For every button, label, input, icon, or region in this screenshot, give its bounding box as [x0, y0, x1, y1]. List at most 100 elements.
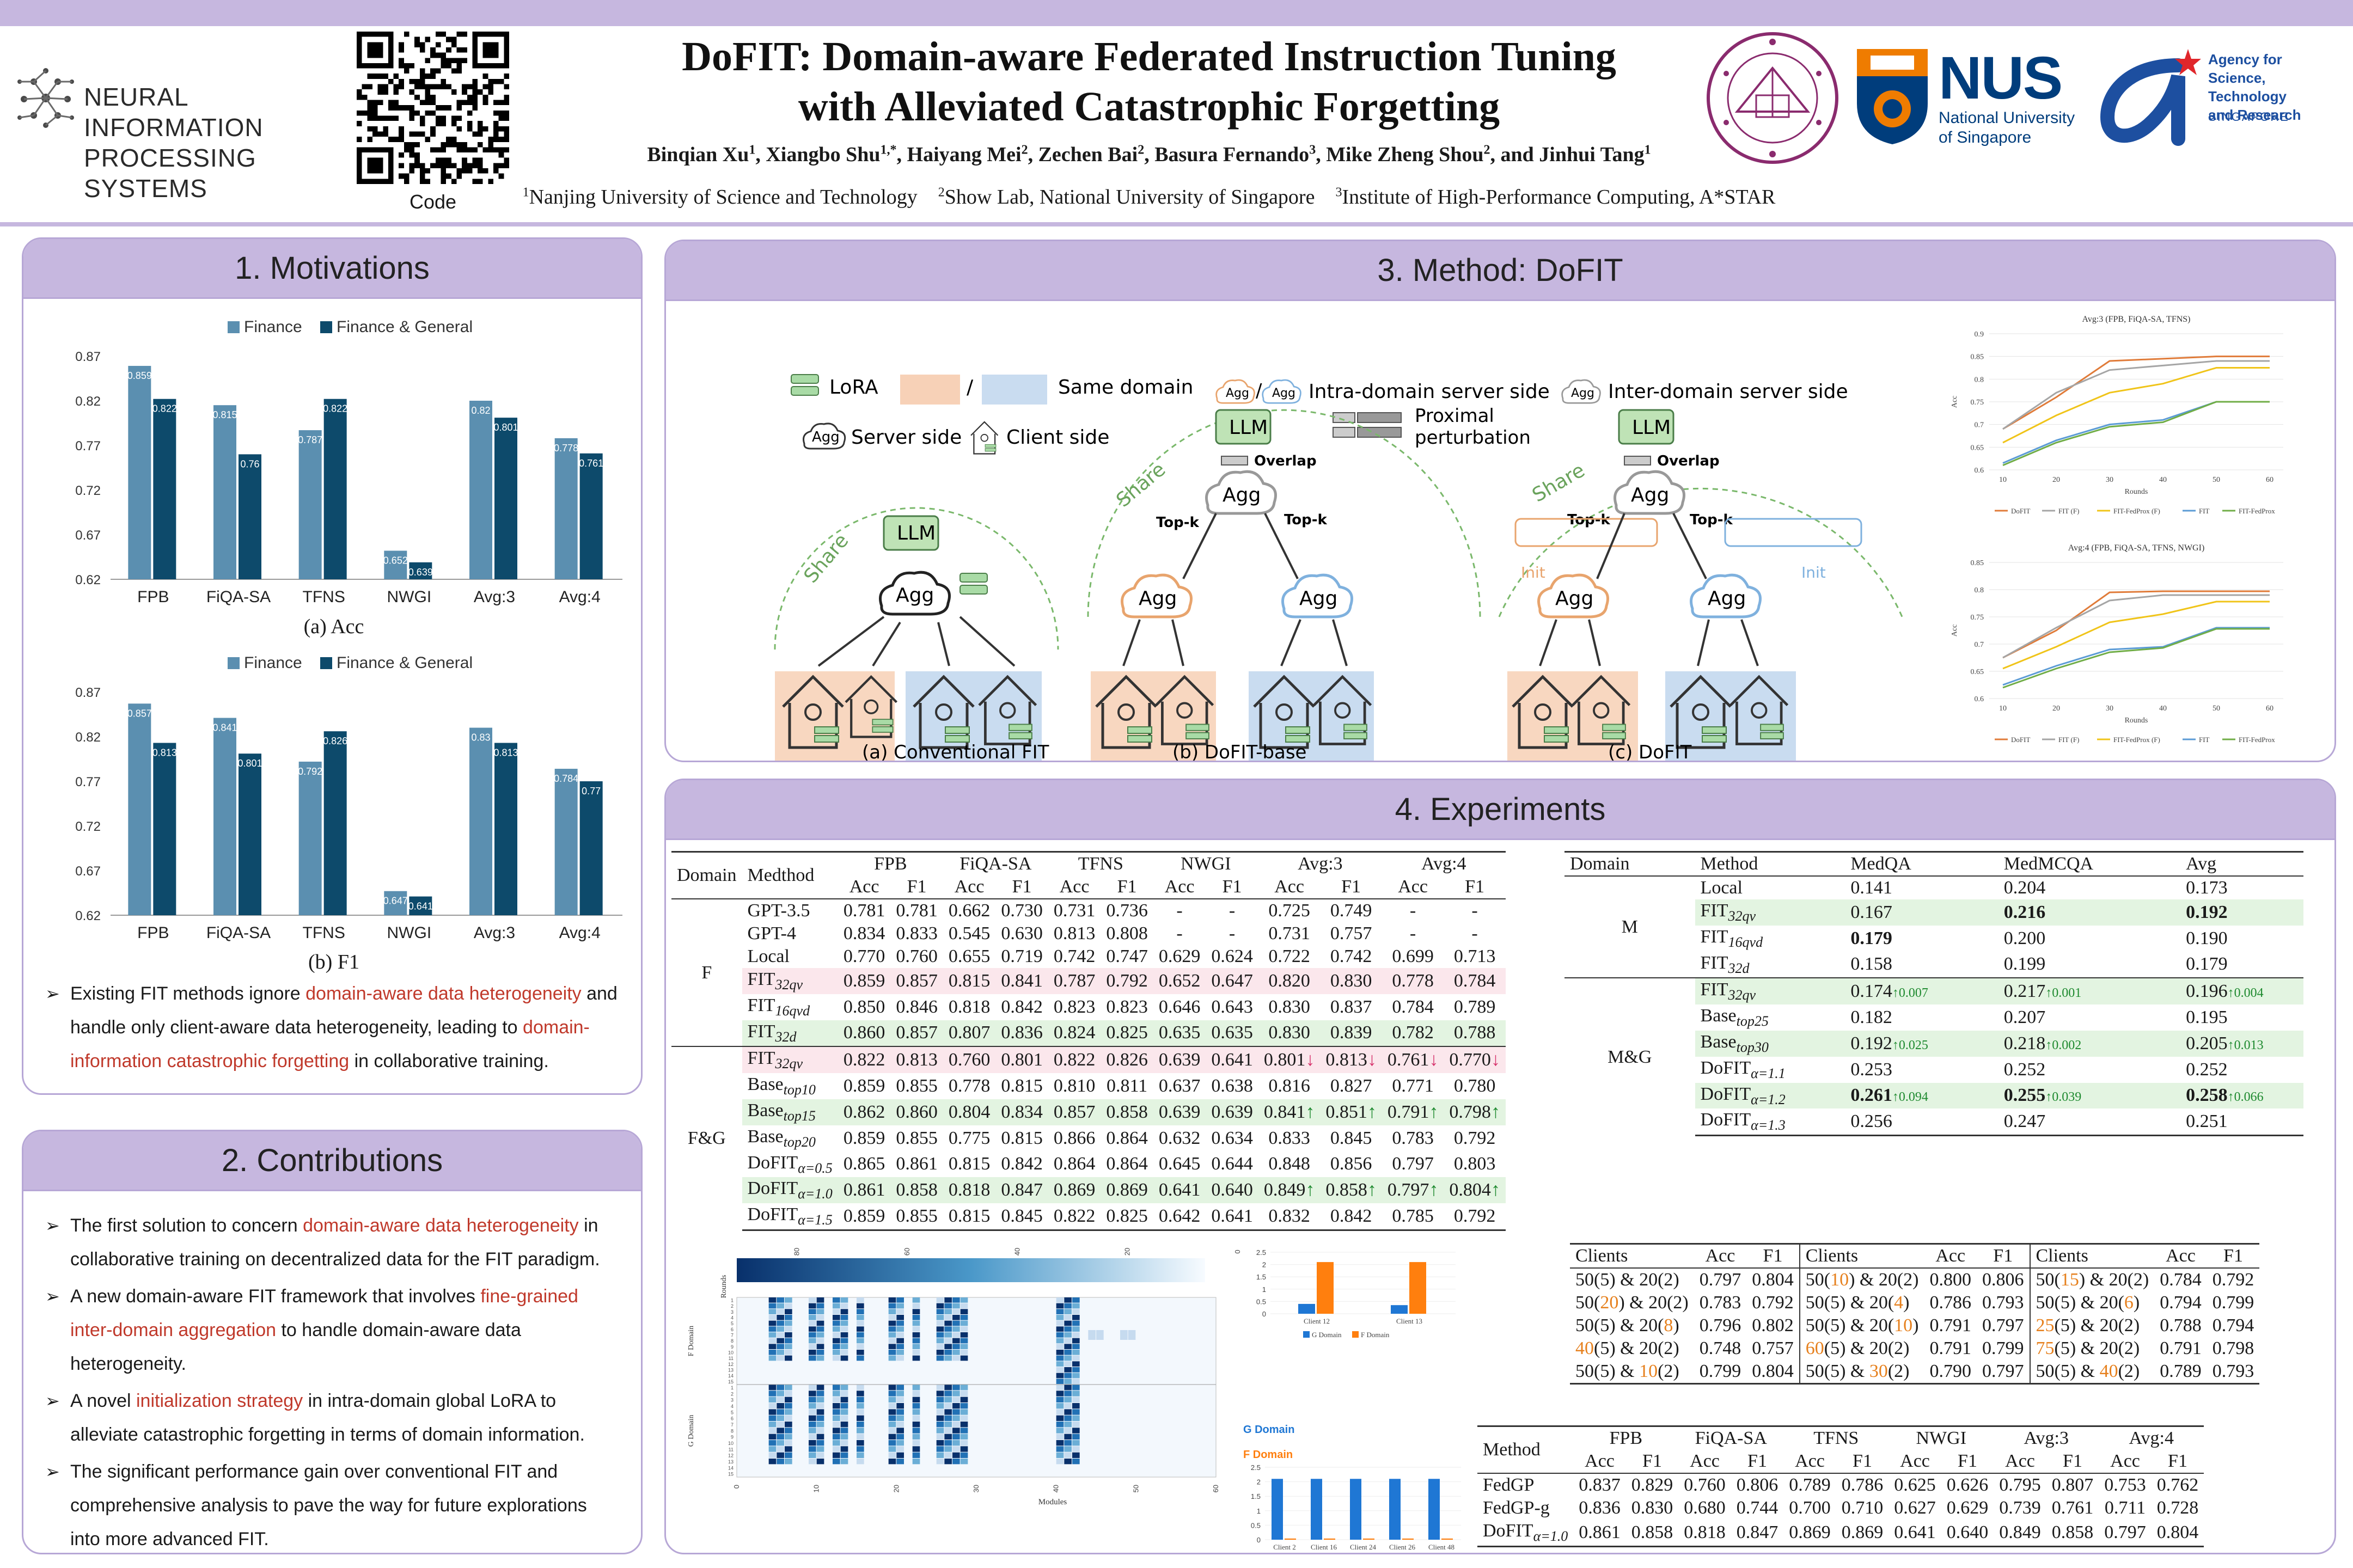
bar-value-label: 0.82: [471, 405, 490, 416]
heatmap-cell: [840, 1350, 848, 1355]
legend-swatch: [1303, 1331, 1310, 1338]
varied-count: 15: [2060, 1270, 2079, 1290]
method-subscript: 32d: [1728, 960, 1750, 976]
heatmap-cell: [1072, 1415, 1080, 1421]
series-line-fit-f-: [2002, 594, 2270, 659]
x-tick-label: 60: [1212, 1485, 1220, 1492]
bar-nwgi-fg: [409, 896, 432, 915]
value-cell: 0.801: [995, 1046, 1048, 1074]
bar-avg3-f: [469, 727, 492, 915]
heatmap-cell: [768, 1344, 777, 1349]
value-cell: 0.641: [1153, 1177, 1206, 1204]
row-tick: 7: [731, 1422, 734, 1428]
value-cell: 0.842: [1001, 996, 1043, 1017]
heatmap-cell: [785, 1459, 792, 1465]
value-cell: 0.815: [1001, 1076, 1043, 1097]
heatmap-cell: [912, 1355, 920, 1361]
heatmap-cell: [857, 1415, 864, 1421]
gain-label: ↑0.066: [2227, 1090, 2264, 1105]
sub-column-header: Acc: [1059, 877, 1090, 897]
heatmap-cell: [857, 1303, 864, 1309]
heatmap-cell: [816, 1350, 824, 1355]
heatmap-cell: [888, 1344, 896, 1349]
heatmap-cell: [936, 1415, 944, 1421]
value-cell: 0.810: [1053, 1076, 1096, 1097]
qr-code-icon[interactable]: [357, 32, 509, 184]
table-row: GPT-4 0.834 0.833 0.545 0.630 0.813 0.808 - - 0.7…: [671, 922, 1506, 945]
clients-text: ) & 20(2): [1849, 1270, 1919, 1290]
cell-value: 0.798: [1449, 1101, 1491, 1122]
heatmap-cell: [816, 1309, 824, 1314]
method-name: FIT: [747, 995, 775, 1015]
table-row: 40(5) & 20(2) 0.748 0.757 60(5) & 20(2) 0.79…: [1570, 1337, 2259, 1360]
heatmap-cell: [777, 1326, 784, 1332]
heatmap-cell: [960, 1338, 968, 1344]
table-header-row: Domain Method MedQA MedMCQA Avg: [1564, 851, 2304, 876]
legend-house-icon: [970, 421, 999, 455]
author-list: Binqian Xu1, Xiangbo Shu1,*, Haiyang Mei…: [647, 143, 1651, 166]
value-cell: 0.825: [1101, 1020, 1153, 1047]
heatmap-cell: [1064, 1446, 1072, 1452]
heatmap-cell: [1088, 1330, 1096, 1340]
heatmap-cell: [1064, 1297, 1072, 1303]
heatmap-cell: [840, 1391, 848, 1396]
row-tick: 6: [731, 1327, 734, 1332]
y-tick-label: 0.7: [1975, 421, 1984, 430]
value-cell: 0.200: [1998, 926, 2180, 952]
clients-text: (2): [1658, 1361, 1679, 1381]
fedgp-comparison-table: Method FPB FiQA-SA TFNS NWGI Avg:3 Avg:4 Acc F1 A…: [1477, 1425, 2204, 1547]
y-tick-label: 0.75: [1971, 614, 1984, 622]
column-group-header: NWGI: [1888, 1425, 1994, 1450]
heatmap-cell: [936, 1350, 944, 1355]
heatmap-cell: [1056, 1338, 1064, 1344]
value-cell: 0.638: [1211, 1076, 1253, 1097]
heatmap-cell: [785, 1428, 792, 1434]
heatmap-cell: [1064, 1396, 1072, 1402]
rounds-axis-label: Rounds: [720, 1275, 728, 1298]
x-tick-label: 60: [2266, 476, 2273, 484]
contributions-panel: 2. Contributions The first solution to c…: [22, 1130, 643, 1554]
table-row: F&G FIT32qv 0.822 0.813 0.760 0.801 0.822 0.826…: [671, 1046, 1506, 1230]
method-subscript: α=1.2: [1751, 1091, 1786, 1107]
agg-label-b: Agg: [1223, 484, 1261, 506]
value-cell: 0.860: [838, 1020, 891, 1047]
heatmap-cell: [952, 1344, 960, 1349]
contributions-bullets: The first solution to concern domain-awa…: [23, 1209, 641, 1553]
gain-label: ↑0.013: [2227, 1038, 2264, 1052]
avg3-line-chart: Avg:3 (FPB, FiQA-SA, TFNS)0.90.850.80.75…: [1951, 315, 2283, 515]
heatmap-cell: [785, 1326, 792, 1332]
value-cell: 0.864: [1106, 1154, 1148, 1174]
bar-value-label: 0.652: [383, 555, 408, 566]
method-heading: 3. Method: DoFIT: [666, 241, 2334, 301]
value-cell: 0.182: [1845, 1004, 1998, 1031]
down-arrow-icon: ↓: [1367, 1050, 1377, 1070]
heatmap-cell: [912, 1320, 920, 1326]
heatmap-cell: [1056, 1428, 1064, 1434]
heatmap-cell: [960, 1452, 968, 1458]
heatmap-cell: [1056, 1415, 1064, 1421]
heatmap-cell: [952, 1297, 960, 1303]
row-tick: 5: [731, 1410, 734, 1415]
value-cell: 0.830: [1320, 968, 1382, 994]
value-cell: 0.861: [896, 1154, 938, 1174]
heatmap-cell: [960, 1320, 968, 1326]
value-cell: 0.797: [2099, 1520, 2152, 1547]
title-line-1: DoFIT: Domain-aware Federated Instructio…: [682, 34, 1616, 79]
heatmap-cell: [1072, 1403, 1080, 1409]
value-cell: 0.858: [1101, 1099, 1153, 1125]
method-name: Base: [747, 1074, 784, 1095]
method-cell: Basetop20: [742, 1125, 838, 1152]
row-tick: 9: [731, 1435, 734, 1440]
heatmap-cell: [952, 1403, 960, 1409]
x-tick-label: 20: [892, 1485, 900, 1492]
heatmap-cell: [912, 1332, 920, 1338]
acc-cell: 0.791: [1929, 1315, 1972, 1336]
value-cell: 0.836: [995, 1020, 1048, 1047]
heatmap-cell: [952, 1385, 960, 1391]
cell-value: 0.247: [2003, 1111, 2046, 1132]
legend-server-side: Server side: [851, 426, 962, 449]
heatmap-cell: [809, 1422, 816, 1428]
overlap-label-c: Overlap: [1657, 453, 1720, 469]
method-subscript: top20: [783, 1134, 816, 1150]
row-tick: 11: [729, 1356, 734, 1361]
